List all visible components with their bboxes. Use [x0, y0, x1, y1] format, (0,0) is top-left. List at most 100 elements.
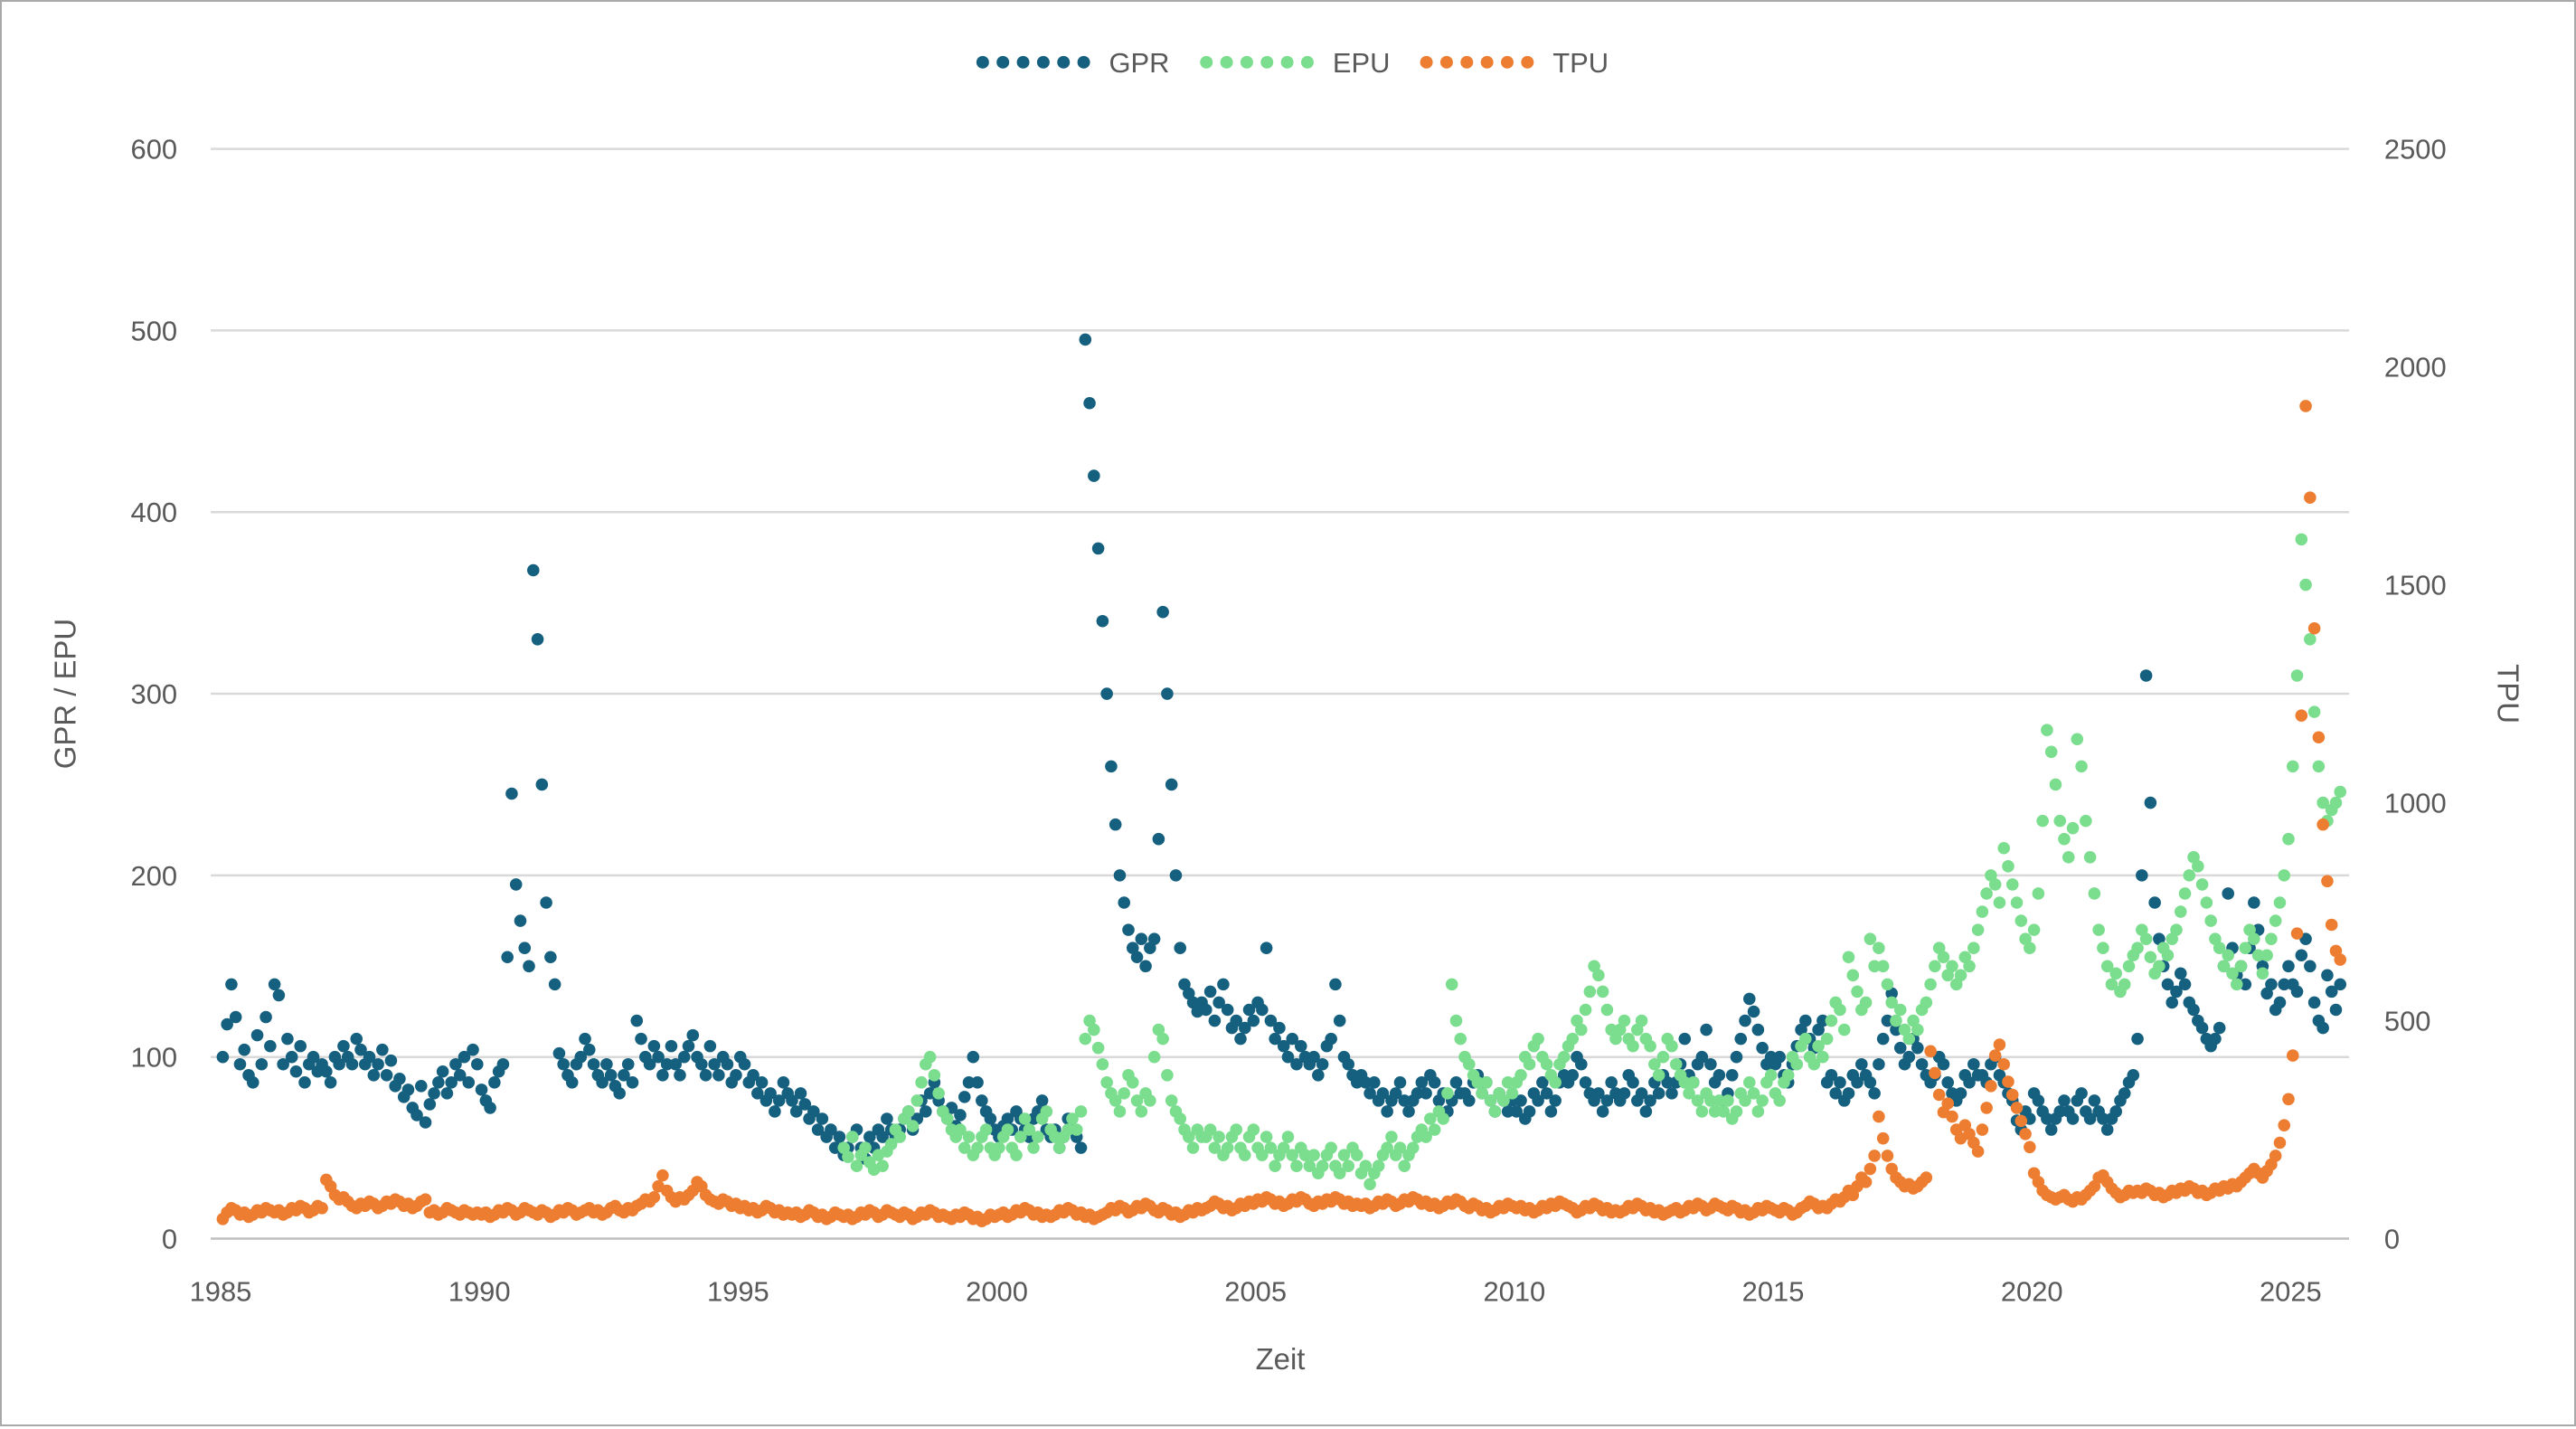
- data-point: [1484, 1094, 1497, 1107]
- data-point: [786, 1094, 798, 1107]
- data-point: [2174, 905, 2187, 918]
- data-point: [712, 1068, 725, 1082]
- data-point: [428, 1087, 440, 1100]
- data-point: [2290, 927, 2304, 940]
- x-tick-label: 2025: [2260, 1275, 2322, 1307]
- data-point: [1941, 1097, 1954, 1110]
- data-point: [630, 1014, 644, 1027]
- data-point: [1325, 1141, 1337, 1154]
- data-point: [1441, 1087, 1454, 1100]
- data-point: [1294, 1039, 1307, 1053]
- data-point: [1898, 1023, 1911, 1036]
- data-point: [686, 1028, 700, 1042]
- data-point: [1985, 1080, 1997, 1093]
- data-point: [677, 1050, 691, 1064]
- data-point: [932, 1087, 945, 1100]
- data-point: [2066, 1112, 2080, 1125]
- data-point: [2062, 851, 2075, 864]
- data-point: [440, 1087, 454, 1100]
- data-point: [2317, 796, 2329, 809]
- data-point: [1639, 1105, 1653, 1118]
- data-point: [2174, 967, 2187, 980]
- data-point: [1122, 923, 1135, 936]
- data-point: [1985, 869, 1997, 882]
- data-point: [1751, 1105, 1765, 1118]
- data-point: [1734, 1032, 1748, 1046]
- data-point: [1074, 1105, 1088, 1118]
- data-point: [1100, 1076, 1113, 1089]
- data-point: [1631, 1023, 1644, 1036]
- data-point: [2265, 932, 2278, 945]
- data-point: [1924, 1045, 1937, 1058]
- data-point: [1406, 1141, 1420, 1154]
- data-point: [376, 1043, 389, 1056]
- data-point: [1393, 1076, 1407, 1089]
- data-point: [1600, 1094, 1614, 1107]
- data-point: [2329, 1003, 2343, 1017]
- data-point: [1971, 923, 1985, 936]
- data-point: [2088, 887, 2101, 900]
- y-right-tick-label: 2000: [2384, 352, 2447, 383]
- data-point: [1186, 1141, 1200, 1154]
- data-point: [1695, 1050, 1709, 1064]
- data-point: [837, 1141, 850, 1154]
- data-point: [2282, 960, 2295, 973]
- data-point: [1018, 1112, 1032, 1125]
- data-point: [2334, 978, 2347, 991]
- data-point: [1669, 1057, 1683, 1071]
- data-point: [1704, 1057, 1717, 1071]
- data-point: [2256, 967, 2269, 980]
- data-point: [1471, 1076, 1485, 1089]
- data-point: [2260, 987, 2273, 1000]
- data-point: [1273, 1021, 1286, 1035]
- data-point: [2153, 932, 2166, 945]
- data-point: [419, 1193, 432, 1206]
- data-point: [971, 1141, 984, 1154]
- data-point: [2222, 949, 2235, 962]
- data-point: [2083, 1112, 2097, 1125]
- data-point: [1027, 1141, 1040, 1154]
- data-point: [281, 1032, 294, 1046]
- data-point: [1993, 896, 2006, 909]
- data-point: [2251, 949, 2265, 962]
- data-point: [1307, 1050, 1320, 1064]
- data-point: [845, 1131, 859, 1143]
- data-point: [221, 1017, 233, 1031]
- data-point: [1312, 1068, 1325, 1082]
- data-point: [471, 1057, 484, 1071]
- data-point: [1109, 818, 1122, 831]
- data-point: [1437, 1112, 1449, 1125]
- legend-marker-dot: [1220, 55, 1233, 69]
- data-point: [1665, 1087, 1678, 1100]
- data-point: [1575, 1023, 1588, 1036]
- data-point: [1109, 1094, 1122, 1107]
- data-point: [1920, 1171, 1933, 1184]
- data-point: [1799, 1014, 1812, 1027]
- y-right-tick-label: 1500: [2384, 570, 2447, 601]
- data-point: [467, 1043, 479, 1056]
- data-point: [2109, 967, 2122, 980]
- data-point: [445, 1076, 458, 1089]
- data-point: [1557, 1050, 1571, 1064]
- data-point: [1566, 1032, 1580, 1046]
- data-point: [2066, 821, 2080, 835]
- data-point: [1398, 1159, 1411, 1172]
- data-point: [1200, 1003, 1213, 1017]
- data-point: [656, 1068, 669, 1082]
- data-point: [1247, 1123, 1260, 1136]
- data-point: [320, 1065, 333, 1078]
- data-point: [1890, 1014, 1902, 1027]
- data-point: [1161, 687, 1174, 700]
- data-point: [2005, 1088, 2019, 1102]
- data-point: [958, 1141, 971, 1154]
- data-point: [1722, 1094, 1734, 1107]
- data-point: [1859, 996, 1873, 1009]
- data-point: [1130, 1094, 1144, 1107]
- data-point: [2307, 621, 2321, 635]
- data-point: [635, 1032, 647, 1046]
- data-point: [1902, 1050, 1916, 1064]
- data-point: [2321, 969, 2334, 982]
- data-point: [674, 1068, 686, 1082]
- data-point: [1579, 1003, 1592, 1017]
- data-point: [1256, 1003, 1269, 1017]
